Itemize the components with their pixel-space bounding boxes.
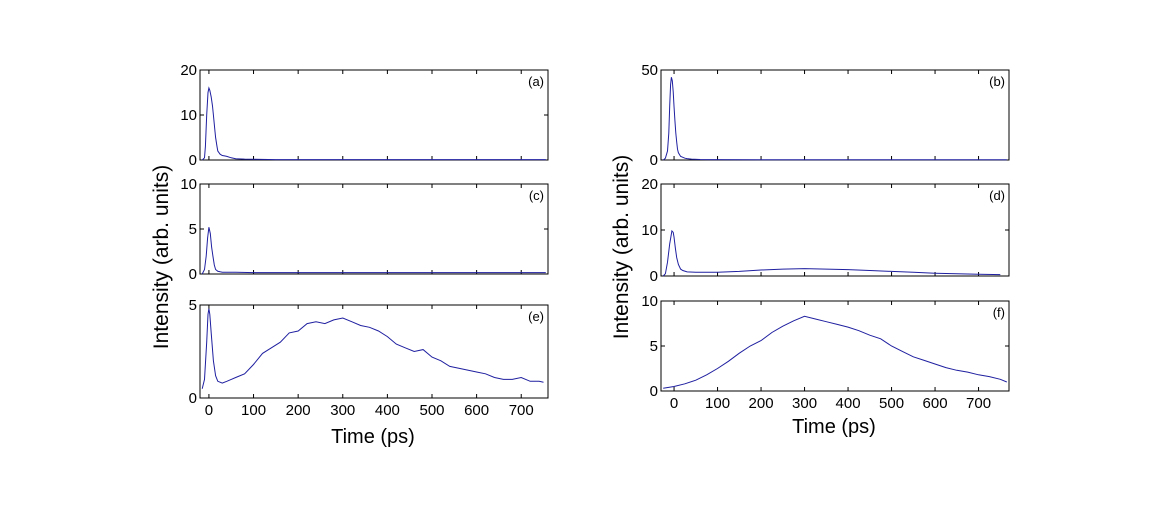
y-tick-label: 0 (650, 152, 658, 169)
y-tick-label: 0 (189, 152, 197, 169)
x-tick-label: 0 (670, 395, 678, 412)
plot-frame (199, 69, 549, 161)
x-tick-label: 300 (792, 395, 817, 412)
series-line (663, 315, 1007, 389)
x-tick-label: 700 (966, 395, 991, 412)
y-tick-label: 10 (180, 176, 197, 193)
x-tick-label: 700 (509, 402, 534, 419)
plot-frame (660, 300, 1010, 392)
series-line (662, 229, 1001, 277)
x-tick-label: 600 (923, 395, 948, 412)
plot-frame (660, 69, 1010, 161)
y-tick-label: 0 (189, 266, 197, 283)
y-tick-label: 10 (180, 107, 197, 124)
series-line (201, 227, 546, 275)
plot-frame (199, 183, 549, 275)
series-line (201, 308, 544, 389)
x-tick-label: 100 (705, 395, 730, 412)
y-tick-label: 5 (650, 338, 658, 355)
y-axis-title-right: Intensity (arb. units) (610, 155, 633, 339)
panel-label: (a) (528, 74, 544, 89)
panel-d: 0 10 20 (d) (641, 176, 1010, 285)
x-axis-title-right: Time (ps) (792, 416, 876, 438)
x-tick-label: 500 (419, 402, 444, 419)
x-tick-label: 200 (749, 395, 774, 412)
panel-label: (d) (989, 188, 1005, 203)
x-tick-label: 400 (836, 395, 861, 412)
panel-b: 0 50 (b) (641, 62, 1010, 169)
x-tick-label: 100 (241, 402, 266, 419)
panel-label: (f) (993, 305, 1005, 320)
y-tick-label: 20 (180, 62, 197, 79)
x-axis-title-left: Time (ps) (331, 426, 415, 448)
plot-frame (199, 304, 549, 399)
x-tick-label: 200 (286, 402, 311, 419)
y-tick-label: 10 (641, 222, 658, 239)
y-tick-label: 20 (641, 176, 658, 193)
series-line (201, 86, 546, 161)
y-tick-label: 0 (650, 268, 658, 285)
y-tick-label: 50 (641, 62, 658, 79)
y-tick-label: 0 (650, 383, 658, 400)
x-tick-label: 0 (205, 402, 213, 419)
x-tick-label: 500 (879, 395, 904, 412)
plot-frame (660, 183, 1010, 277)
panel-a: 0 10 20 (a) (180, 62, 549, 169)
series-line (662, 77, 1007, 161)
x-tick-label: 400 (375, 402, 400, 419)
y-tick-label: 5 (189, 221, 197, 238)
panel-label: (c) (529, 188, 544, 203)
panel-c: 0 5 10 (c) (180, 176, 549, 283)
panel-label: (b) (989, 74, 1005, 89)
y-tick-label: 5 (189, 297, 197, 314)
y-tick-label: 0 (189, 390, 197, 407)
x-tick-label: 600 (464, 402, 489, 419)
panel-e: 050 100 200 300 400 500 600 700(e) (189, 297, 549, 419)
x-tick-label: 300 (330, 402, 355, 419)
y-tick-label: 10 (641, 293, 658, 310)
y-axis-title-left: Intensity (arb. units) (150, 165, 173, 349)
panel-label: (e) (528, 309, 544, 324)
